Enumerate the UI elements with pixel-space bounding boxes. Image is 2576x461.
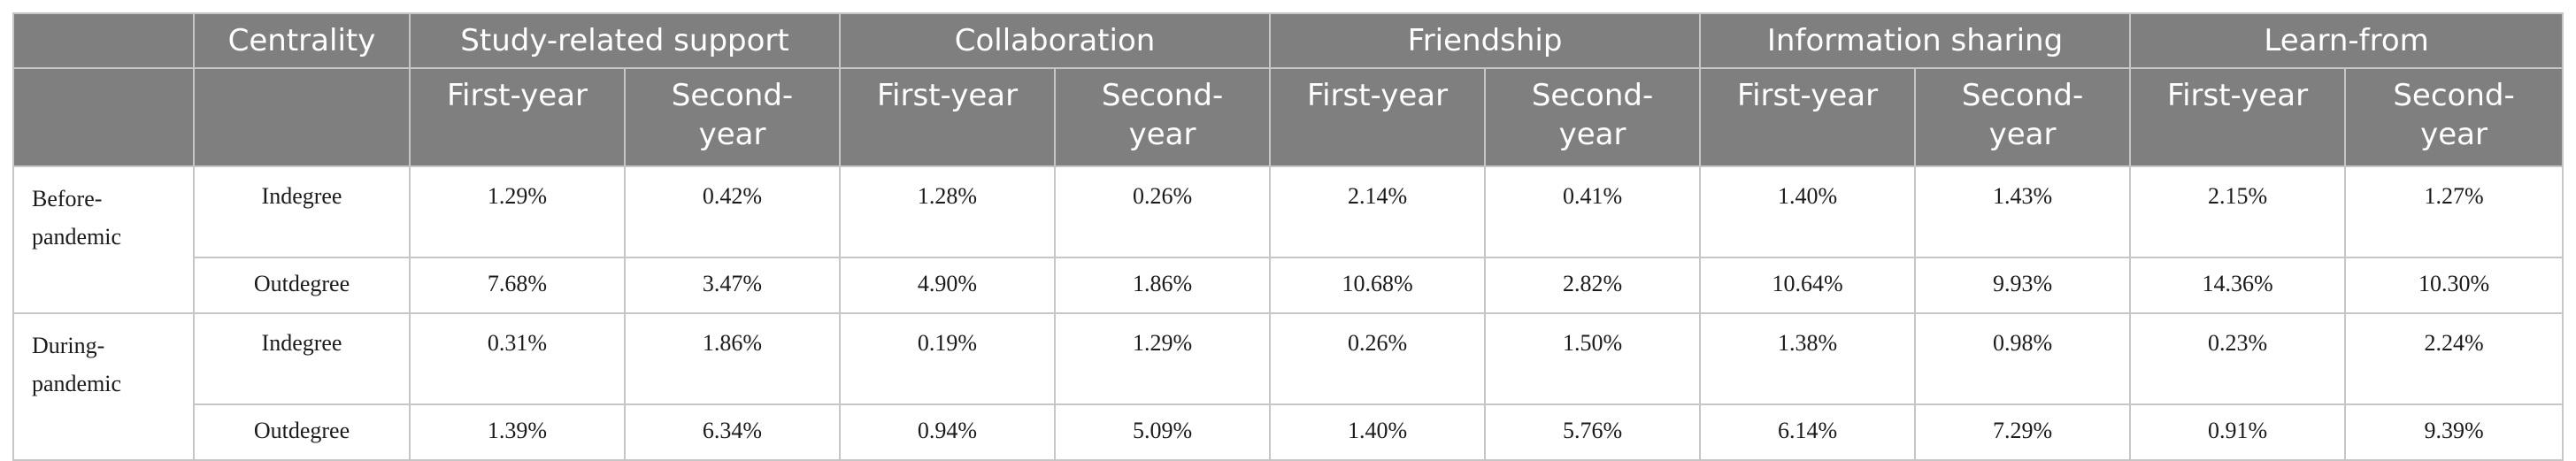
value-cell: 1.27% [2344, 165, 2564, 258]
value-cell: 6.14% [1699, 403, 1917, 461]
period-cell-before-pandemic: Before-pandemic [12, 165, 195, 314]
value-cell: 1.50% [1484, 312, 1702, 405]
value-cell: 0.31% [409, 312, 626, 405]
header-first-year: First-year [1699, 67, 1917, 167]
value-cell: 3.47% [623, 257, 842, 314]
value-cell: 0.19% [839, 312, 1057, 405]
value-cell: 1.43% [1914, 165, 2132, 258]
header-second-year-line1: Second- [1961, 78, 2084, 113]
header-group-friendship: Friendship [1269, 12, 1702, 69]
header-blank [193, 67, 411, 167]
value-cell: 0.41% [1484, 165, 1702, 258]
value-cell: 2.15% [2129, 165, 2347, 258]
value-cell: 1.38% [1699, 312, 1917, 405]
header-second-year-line2: year [1988, 117, 2057, 152]
header-first-year: First-year [409, 67, 626, 167]
measure-cell: Indegree [193, 312, 411, 405]
header-row-groups: Centrality Study-related support Collabo… [12, 12, 2564, 69]
value-cell: 1.86% [1054, 257, 1272, 314]
header-centrality: Centrality [193, 12, 411, 69]
value-cell: 2.82% [1484, 257, 1702, 314]
value-cell: 1.86% [623, 312, 842, 405]
period-label-line1: Before- [32, 186, 103, 211]
value-cell: 0.91% [2129, 403, 2347, 461]
table-row: During-pandemic Indegree 0.31% 1.86% 0.1… [12, 312, 2564, 461]
value-cell: 1.29% [409, 165, 626, 258]
measure-cell: Outdegree [193, 257, 411, 314]
value-cell: 9.93% [1914, 257, 2132, 314]
measure-cell: Outdegree [193, 403, 411, 461]
header-group-study-related-support: Study-related support [408, 12, 842, 69]
table-row: Before-pandemic Indegree 1.29% 0.42% 1.2… [12, 165, 2564, 314]
value-cell: 5.76% [1484, 403, 1702, 461]
value-cell: 4.90% [839, 257, 1057, 314]
header-group-collaboration: Collaboration [839, 12, 1272, 69]
value-cell: 0.26% [1054, 165, 1272, 258]
table-row: Outdegree 7.68% 3.47% 4.90% 1.86% 10.68%… [13, 257, 2564, 314]
value-cell: 7.68% [409, 257, 626, 314]
header-corner [12, 12, 195, 69]
period-label-line2: pandemic [32, 371, 122, 396]
value-cell: 1.40% [1269, 403, 1487, 461]
table-row: Outdegree 1.39% 6.34% 0.94% 5.09% 1.40% … [13, 403, 2564, 461]
period-cell-during-pandemic: During-pandemic [12, 312, 195, 461]
header-second-year: Second-year [1054, 67, 1272, 167]
header-first-year: First-year [2129, 67, 2347, 167]
header-second-year: Second-year [2344, 67, 2564, 167]
value-cell: 1.28% [839, 165, 1057, 258]
value-cell: 14.36% [2129, 257, 2347, 314]
header-second-year: Second-year [623, 67, 842, 167]
centrality-table: Centrality Study-related support Collabo… [12, 12, 2564, 461]
header-second-year-line1: Second- [671, 78, 794, 113]
value-cell: 0.98% [1914, 312, 2132, 405]
header-second-year-line1: Second- [2393, 78, 2515, 113]
value-cell: 1.39% [409, 403, 626, 461]
value-cell: 5.09% [1054, 403, 1272, 461]
header-first-year: First-year [839, 67, 1057, 167]
header-second-year-line2: year [1558, 117, 1626, 152]
header-second-year: Second-year [1484, 67, 1702, 167]
header-blank [12, 67, 195, 167]
value-cell: 1.29% [1054, 312, 1272, 405]
value-cell: 9.39% [2344, 403, 2564, 461]
header-group-information-sharing: Information sharing [1699, 12, 2132, 69]
header-second-year-line2: year [1128, 117, 1196, 152]
value-cell: 10.30% [2344, 257, 2564, 314]
value-cell: 0.26% [1269, 312, 1487, 405]
header-group-learn-from: Learn-from [2129, 12, 2564, 69]
data-table-container: Centrality Study-related support Collabo… [12, 12, 2564, 461]
header-second-year-line2: year [2420, 117, 2488, 152]
value-cell: 10.68% [1269, 257, 1487, 314]
header-first-year: First-year [1269, 67, 1487, 167]
value-cell: 0.23% [2129, 312, 2347, 405]
value-cell: 0.42% [623, 165, 842, 258]
value-cell: 1.40% [1699, 165, 1917, 258]
value-cell: 10.64% [1699, 257, 1917, 314]
period-label-line2: pandemic [32, 224, 122, 250]
value-cell: 6.34% [623, 403, 842, 461]
value-cell: 2.14% [1269, 165, 1487, 258]
header-second-year-line1: Second- [1101, 78, 1224, 113]
value-cell: 7.29% [1914, 403, 2132, 461]
header-second-year: Second-year [1914, 67, 2132, 167]
value-cell: 2.24% [2344, 312, 2564, 405]
header-second-year-line2: year [698, 117, 766, 152]
header-second-year-line1: Second- [1531, 78, 1654, 113]
value-cell: 0.94% [839, 403, 1057, 461]
header-row-years: First-year Second-year First-year Second… [12, 67, 2564, 167]
period-label-line1: During- [32, 333, 105, 358]
measure-cell: Indegree [193, 165, 411, 258]
